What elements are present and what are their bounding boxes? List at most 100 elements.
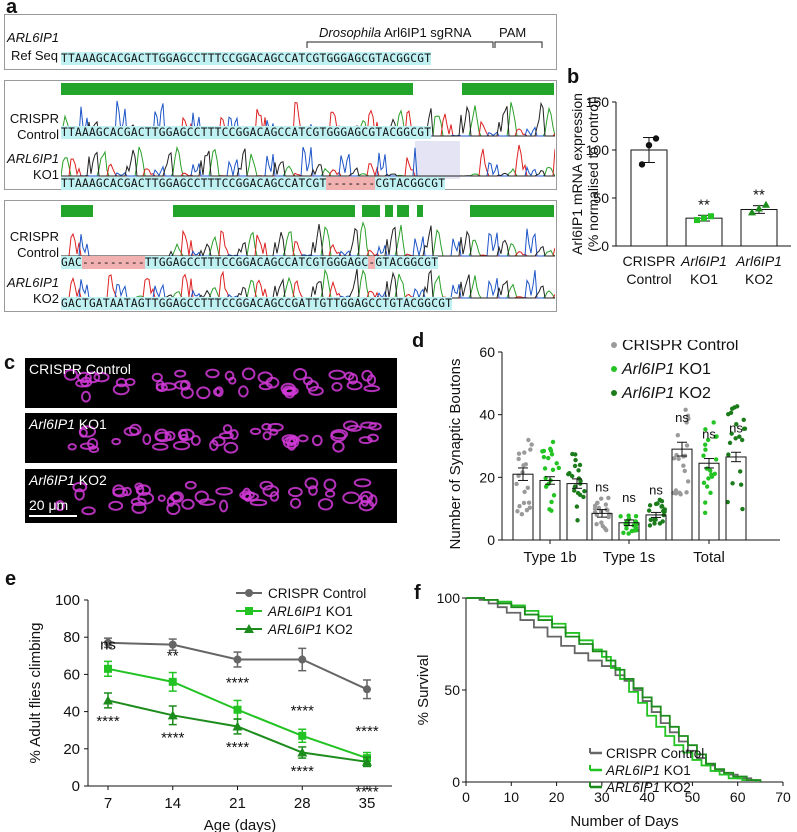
legend-label: CRISPR Control [268, 586, 366, 601]
legend-marker [611, 366, 617, 372]
y-axis-label: Number of Synaptic Boutons [447, 359, 464, 550]
legend-label: CRISPR Control [606, 746, 704, 761]
bouton [308, 485, 318, 496]
y-tick-label: 80 [63, 629, 80, 646]
group-label: Type 1s [603, 549, 656, 566]
category-label: KO2 [745, 271, 773, 287]
bouton [359, 490, 374, 504]
data-point [741, 417, 746, 423]
data-point [567, 471, 572, 476]
data-point [725, 499, 730, 505]
micrograph-label: Arl6IP1 KO1 [29, 416, 107, 432]
plain-part: KO2 [674, 385, 711, 402]
plain-part: KO2 [660, 780, 691, 795]
significance-label: ns [675, 410, 689, 425]
data-point [677, 490, 682, 496]
data-point [705, 437, 711, 443]
legend-marker [611, 390, 617, 396]
y-tick-label: 0 [72, 778, 80, 795]
significance-label: ns [595, 480, 609, 495]
data-point [541, 454, 547, 460]
significance-label: ns [729, 420, 743, 435]
category-label: KO1 [690, 271, 718, 287]
legend-label: Arl6IP1 KO1 [621, 361, 711, 378]
data-point [362, 756, 372, 766]
ko2-chromatogram-box: CRISPR Control GAC---------TTGGAGCCTTTCCG… [4, 200, 557, 312]
quality-bar [397, 205, 409, 217]
data-point [671, 456, 677, 461]
data-point [739, 437, 745, 443]
quality-bar [462, 83, 554, 95]
data-point [514, 481, 519, 487]
data-point [685, 479, 691, 484]
bouton [135, 484, 145, 495]
bouton [111, 437, 122, 446]
control-label: CRISPR Control [9, 111, 59, 142]
bouton [287, 438, 297, 451]
data-point [598, 496, 604, 501]
italic-part: Arl6IP1 [621, 385, 674, 402]
plain-part: KO2 [322, 622, 353, 637]
data-point [645, 142, 653, 149]
data-point [546, 455, 551, 461]
bouton [72, 481, 88, 493]
data-point [694, 217, 700, 224]
bouton [155, 382, 168, 393]
data-point [232, 721, 243, 731]
bouton [108, 500, 124, 511]
bouton [222, 424, 233, 434]
chromatogram-trace [61, 270, 555, 299]
data-point [646, 508, 652, 513]
data-point [549, 508, 554, 513]
bouton [358, 499, 375, 512]
bouton [363, 384, 381, 393]
bouton [342, 491, 361, 505]
data-point [524, 507, 530, 513]
bouton [297, 434, 309, 443]
data-point [684, 490, 689, 495]
micrograph-label: CRISPR Control [29, 361, 131, 377]
bouton [346, 380, 363, 391]
y-tick-label: 50 [593, 190, 609, 206]
bouton [289, 497, 302, 509]
legend-marker [611, 342, 617, 348]
significance-label: ns [649, 482, 663, 497]
data-point [516, 473, 521, 479]
data-point [521, 500, 527, 506]
chromatogram-trace [61, 148, 555, 177]
bouton [122, 486, 132, 497]
bouton [87, 437, 99, 450]
bouton [166, 496, 175, 507]
data-point [517, 503, 522, 509]
bouton [243, 492, 252, 502]
y-tick-label: 50 [444, 682, 460, 698]
bouton [353, 478, 372, 488]
data-point [522, 489, 527, 495]
data-point [701, 480, 707, 485]
scale-bar [29, 515, 77, 517]
data-point [526, 500, 532, 505]
bouton [283, 387, 296, 399]
category-label: CRISPR [623, 253, 676, 269]
data-point [629, 528, 635, 534]
x-tick-label: 35 [359, 795, 376, 812]
data-point [233, 655, 242, 664]
bouton [250, 427, 262, 436]
legend-label: ARL6IP1 KO2 [605, 780, 691, 795]
bouton [330, 429, 349, 440]
micrograph-label: Arl6IP1 KO2 [29, 472, 107, 488]
bouton [80, 376, 93, 388]
y-axis-label: % Survival [415, 655, 432, 726]
bar [630, 149, 668, 247]
italic-part: ARL6IP1 [267, 604, 322, 619]
significance-label: ns [622, 490, 636, 505]
y-tick-label: 20 [479, 469, 495, 485]
data-point [595, 500, 600, 505]
y-axis-label: (% normalised to control) [585, 96, 601, 252]
data-point [525, 485, 530, 491]
y-tick-label: 100 [586, 142, 610, 158]
chromatogram-trace [61, 229, 555, 257]
data-point [298, 731, 307, 740]
data-point [703, 442, 708, 447]
